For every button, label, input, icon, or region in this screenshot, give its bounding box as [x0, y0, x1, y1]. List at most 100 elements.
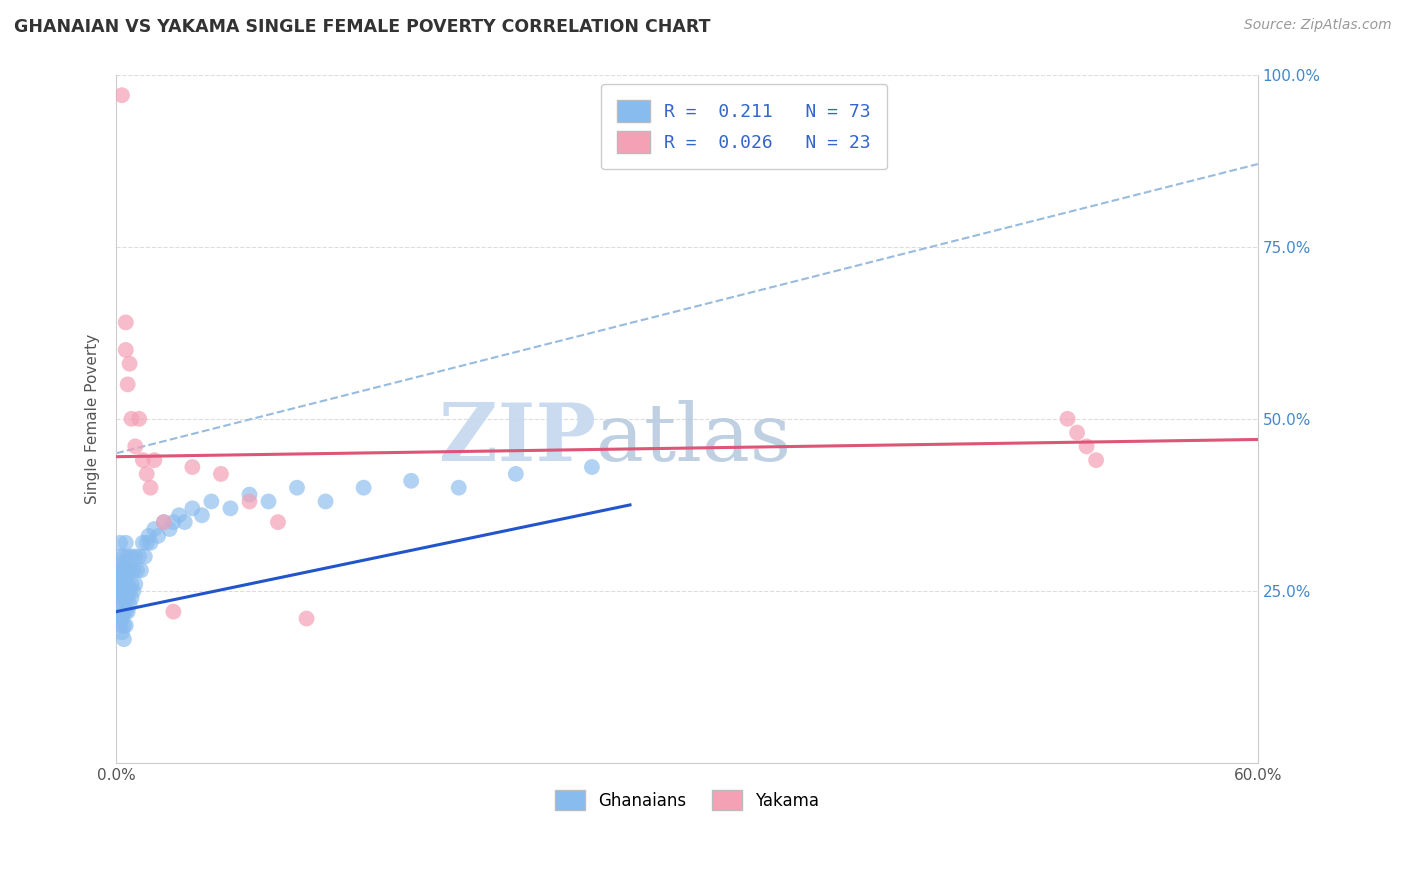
Point [139, 535, 162, 549]
Point [117, 591, 139, 605]
Point [238, 494, 260, 508]
Point [315, 494, 337, 508]
Point [111, 611, 134, 625]
Point [111, 584, 134, 599]
Point [114, 618, 136, 632]
Point [162, 515, 184, 529]
Point [209, 467, 232, 481]
Point [112, 591, 135, 605]
Text: ZIP: ZIP [439, 401, 596, 478]
Point [124, 549, 146, 564]
Point [108, 605, 131, 619]
Point [111, 557, 134, 571]
Point [447, 481, 470, 495]
Point [117, 605, 139, 619]
Point [112, 577, 135, 591]
Point [114, 591, 136, 605]
Point [153, 515, 176, 529]
Point [117, 377, 139, 392]
Point [114, 315, 136, 329]
Point [114, 605, 136, 619]
Point [135, 535, 157, 549]
Point [505, 467, 527, 481]
Point [107, 563, 129, 577]
Point [107, 591, 129, 605]
Point [138, 529, 160, 543]
Point [143, 453, 166, 467]
Point [134, 549, 156, 564]
Point [135, 467, 157, 481]
Point [399, 474, 422, 488]
Point [132, 453, 155, 467]
Point [118, 598, 141, 612]
Point [112, 618, 135, 632]
Point [257, 494, 280, 508]
Point [117, 549, 139, 564]
Point [121, 577, 143, 591]
Point [295, 611, 318, 625]
Point [121, 412, 143, 426]
Point [200, 494, 222, 508]
Point [112, 563, 135, 577]
Point [132, 535, 155, 549]
Point [181, 501, 204, 516]
Point [238, 487, 260, 501]
Point [267, 515, 290, 529]
Point [121, 591, 143, 605]
Text: GHANAIAN VS YAKAMA SINGLE FEMALE POVERTY CORRELATION CHART: GHANAIAN VS YAKAMA SINGLE FEMALE POVERTY… [14, 18, 710, 36]
Point [124, 439, 146, 453]
Point [581, 460, 603, 475]
Point [129, 563, 152, 577]
Point [111, 625, 134, 640]
Point [114, 563, 136, 577]
Y-axis label: Single Female Poverty: Single Female Poverty [86, 334, 100, 504]
Point [1066, 425, 1088, 440]
Point [1076, 439, 1098, 453]
Point [146, 529, 169, 543]
Point [127, 563, 149, 577]
Point [111, 570, 134, 584]
Point [128, 412, 150, 426]
Point [285, 481, 308, 495]
Point [108, 618, 131, 632]
Point [181, 460, 204, 475]
Point [118, 584, 141, 599]
Point [118, 563, 141, 577]
Text: atlas: atlas [596, 401, 790, 478]
Point [108, 535, 131, 549]
Point [167, 508, 190, 523]
Point [128, 549, 150, 564]
Point [143, 522, 166, 536]
Point [1056, 412, 1078, 426]
Point [114, 535, 136, 549]
Point [122, 584, 145, 599]
Point [108, 577, 131, 591]
Point [111, 88, 134, 103]
Point [117, 577, 139, 591]
Point [108, 591, 131, 605]
Point [108, 563, 131, 577]
Point [118, 357, 141, 371]
Point [111, 598, 134, 612]
Point [219, 501, 242, 516]
Point [153, 515, 176, 529]
Point [108, 549, 131, 564]
Point [139, 481, 162, 495]
Point [122, 563, 145, 577]
Point [117, 563, 139, 577]
Point [162, 605, 184, 619]
Legend: Ghanaians, Yakama: Ghanaians, Yakama [541, 777, 832, 823]
Point [121, 549, 143, 564]
Text: Source: ZipAtlas.com: Source: ZipAtlas.com [1244, 18, 1392, 32]
Point [1085, 453, 1108, 467]
Point [107, 611, 129, 625]
Point [112, 549, 135, 564]
Point [353, 481, 375, 495]
Point [107, 577, 129, 591]
Point [159, 522, 181, 536]
Point [191, 508, 214, 523]
Point [124, 577, 146, 591]
Point [114, 577, 136, 591]
Point [112, 605, 135, 619]
Point [173, 515, 195, 529]
